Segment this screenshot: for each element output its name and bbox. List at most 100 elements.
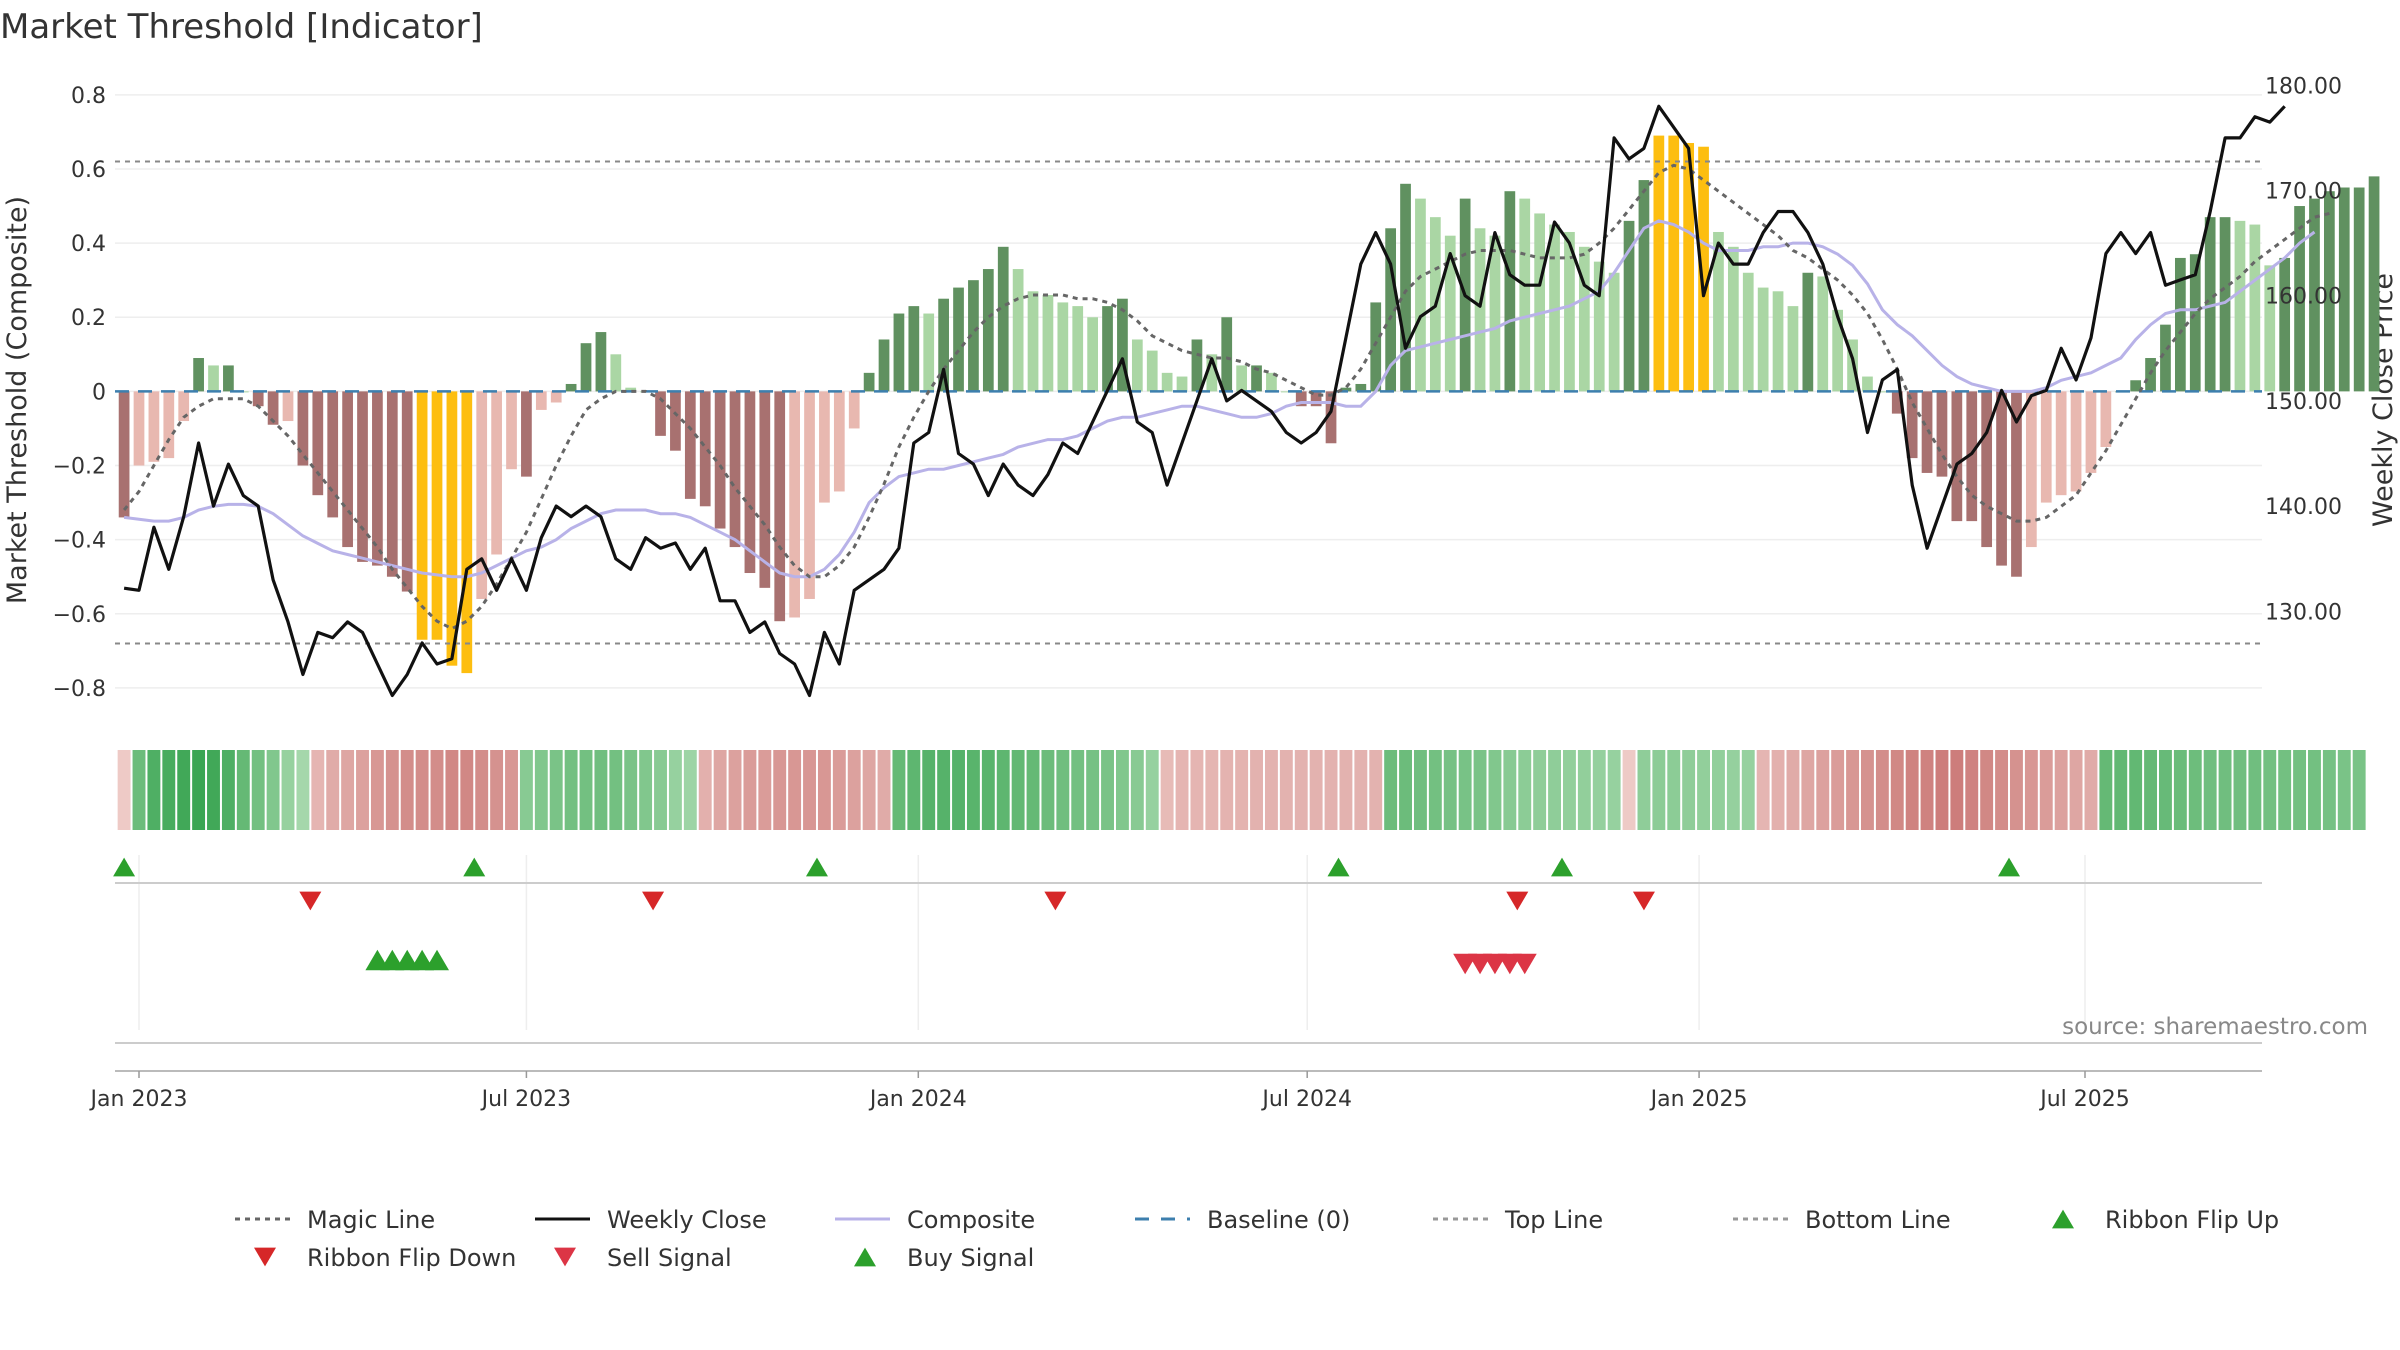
ribbon-cell	[207, 750, 220, 830]
composite-bar	[655, 391, 666, 436]
ribbon-cell	[1130, 750, 1144, 830]
composite-bar	[476, 391, 488, 599]
composite-bar	[1072, 306, 1084, 392]
ribbon-cell	[1071, 750, 1085, 830]
legend-label: Ribbon Flip Up	[2105, 1206, 2279, 1234]
composite-bar	[1787, 306, 1799, 392]
composite-bar	[1951, 391, 1963, 522]
ribbon-cell	[1801, 750, 1815, 830]
composite-bar	[1549, 224, 1560, 392]
ribbon-cell	[1503, 750, 1517, 830]
composite-bar	[789, 391, 800, 618]
composite-bar	[1325, 391, 1337, 444]
ribbon-cell	[1115, 750, 1129, 830]
left-tick-label: −0.8	[53, 677, 106, 702]
ribbon-cell	[341, 750, 355, 830]
ribbon-cell	[2173, 750, 2187, 830]
ribbon-cell	[1384, 750, 1398, 830]
composite-bar	[1608, 272, 1620, 392]
composite-bar	[506, 391, 517, 470]
ribbon-cell	[668, 750, 682, 830]
ribbon-cell	[1711, 750, 1725, 830]
ribbon-cell	[490, 750, 504, 830]
composite-bar	[148, 391, 160, 462]
composite-bar	[1713, 231, 1724, 392]
composite-bar	[714, 391, 726, 529]
composite-bar	[848, 391, 860, 429]
ribbon-cell	[2010, 750, 2023, 830]
ribbon-flip-down-marker	[1632, 891, 1655, 911]
ribbon-cell	[534, 750, 548, 830]
ribbon-cell	[1697, 750, 1710, 830]
ribbon-cell	[1056, 750, 1070, 830]
composite-bar	[699, 391, 711, 507]
ribbon-cell	[1458, 750, 1472, 830]
ribbon-cell	[1041, 750, 1055, 830]
composite-bar	[252, 391, 264, 407]
right-tick-label: 150.00	[2265, 390, 2342, 415]
composite-bar	[684, 391, 696, 499]
composite-bar	[2085, 391, 2097, 473]
composite-bar	[1295, 391, 1307, 407]
ribbon-cell	[251, 750, 265, 830]
composite-bar	[267, 391, 279, 425]
composite-bar	[1042, 295, 1054, 392]
composite-bar	[878, 339, 890, 392]
composite-bar	[1415, 198, 1426, 392]
ribbon-flip-down-marker	[1044, 891, 1067, 911]
composite-bar	[1876, 391, 1888, 393]
x-tick-label: Jul 2024	[1260, 1087, 1352, 1112]
legend-swatch	[2052, 1209, 2074, 1229]
legend-item: Magic Line	[235, 1206, 435, 1234]
ribbon-cell	[922, 750, 936, 830]
ribbon-cell	[549, 750, 563, 830]
trend-ribbon	[117, 750, 2366, 830]
composite-bar	[1891, 391, 1903, 414]
composite-bar	[1504, 191, 1516, 392]
ribbon-cell	[1190, 750, 1204, 830]
ribbon-cell	[1235, 750, 1249, 830]
signal-panels	[113, 855, 2262, 1044]
magic-line	[122, 163, 2330, 631]
ribbon-cell	[1473, 750, 1487, 830]
ribbon-cell	[1935, 750, 1949, 830]
ribbon-cell	[385, 750, 399, 830]
composite-bar	[2100, 391, 2112, 447]
sell-signal-marker	[1512, 953, 1537, 975]
ribbon-cell	[1607, 750, 1621, 830]
ribbon-cell	[1667, 750, 1681, 830]
composite-bar	[759, 391, 771, 588]
ribbon-cell	[2129, 750, 2143, 830]
ribbon-cell	[1443, 750, 1457, 830]
composite-bar	[2309, 198, 2320, 392]
x-tick-label: Jan 2023	[89, 1087, 188, 1112]
ribbon-cell	[698, 750, 712, 830]
ribbon-cell	[475, 750, 489, 830]
composite-bar	[312, 391, 324, 496]
composite-bar	[2204, 217, 2216, 392]
ribbon-cell	[1980, 750, 1994, 830]
ribbon-cell	[147, 750, 161, 830]
ribbon-cell	[2322, 750, 2336, 830]
left-tick-label: 0	[92, 380, 106, 405]
ribbon-cell	[1086, 750, 1100, 830]
composite-bar	[1981, 391, 1993, 548]
legend-swatch	[854, 1247, 876, 1267]
composite-bar	[2249, 224, 2261, 392]
ribbon-cell	[370, 750, 384, 830]
ribbon-flip-down-marker	[642, 891, 665, 911]
composite-bar	[1653, 135, 1665, 392]
ribbon-cell	[2188, 750, 2202, 830]
ribbon-cell	[1622, 750, 1636, 830]
ribbon-cell	[2263, 750, 2277, 830]
ribbon-cell	[579, 750, 593, 830]
ribbon-cell	[1264, 750, 1278, 830]
ribbon-cell	[1756, 750, 1770, 830]
ribbon-cell	[2159, 750, 2172, 830]
composite-bar	[997, 246, 1009, 392]
composite-bar	[327, 391, 339, 518]
ribbon-cell	[132, 750, 146, 830]
ribbon-cell	[803, 750, 816, 830]
composite-bar	[282, 391, 294, 422]
ribbon-cell	[1592, 750, 1606, 830]
